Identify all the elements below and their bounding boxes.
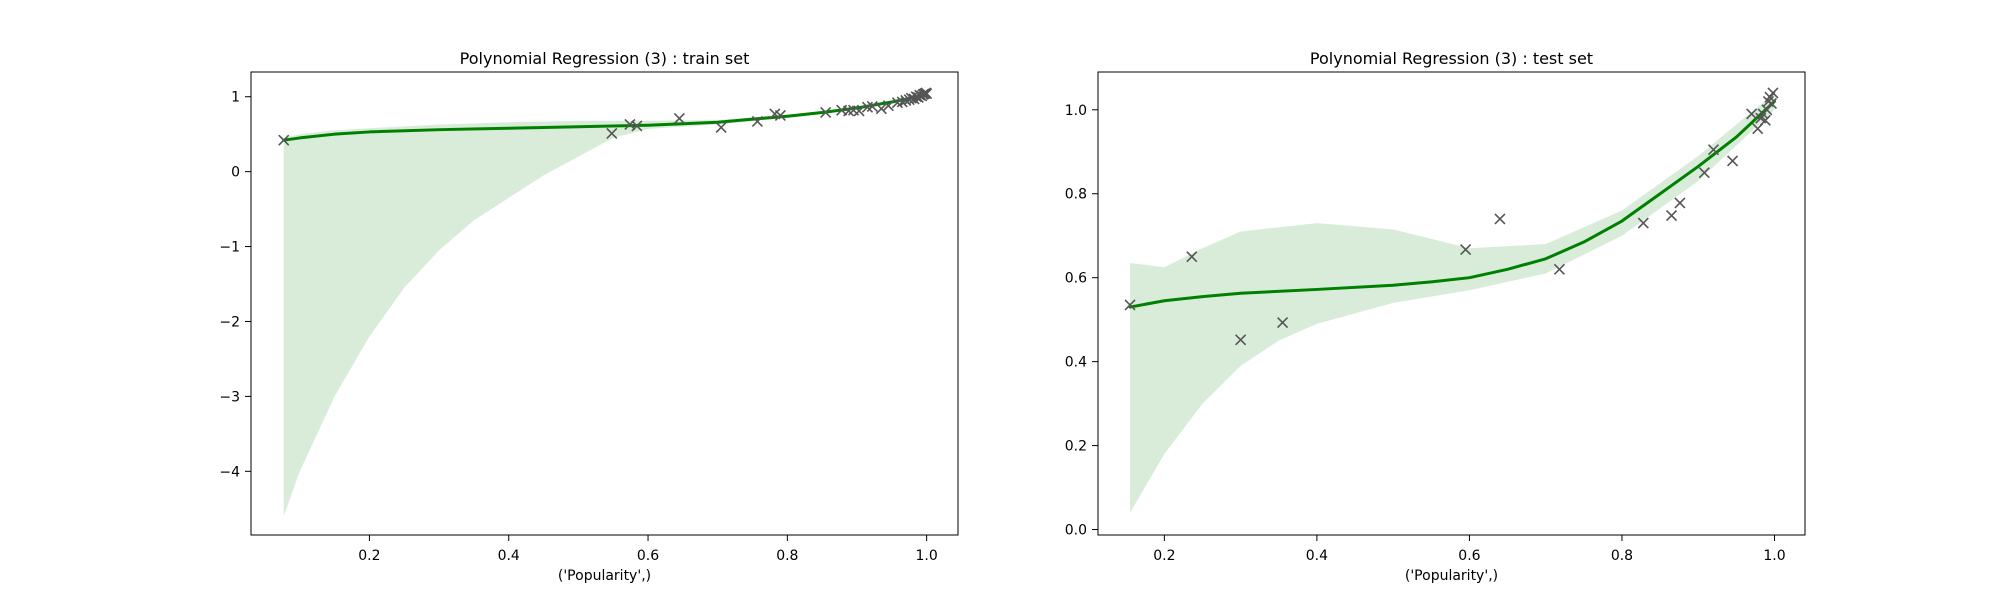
chart-0-x-tick-label-4: 1.0 [916, 548, 938, 564]
chart-0-axes-frame [250, 71, 959, 536]
chart-1-data-point-21 [1765, 97, 1778, 110]
chart-1-x-tick-label-3: 0.8 [1611, 548, 1633, 564]
chart-0-data-point-4 [673, 112, 685, 125]
chart-1-data-point-9 [1674, 197, 1686, 209]
chart-1-data-point-7 [1637, 217, 1649, 229]
chart-1-x-tick-label-2: 0.6 [1458, 548, 1480, 564]
chart-0-x-tick-label-3: 0.8 [776, 548, 798, 564]
chart-0-x-tick-label-2: 0.6 [637, 548, 659, 564]
chart-1-y-tick-label-0: 0.0 [1065, 523, 1087, 539]
chart-0-data-point-19 [896, 96, 908, 108]
chart-0-data-point-3 [631, 120, 643, 132]
chart-0-data-point-0 [278, 134, 290, 146]
chart-1-y-tick-label-5: 1.0 [1065, 103, 1087, 119]
chart-1-data-point-10 [1698, 167, 1710, 179]
chart-0-y-tick-label-5: 1 [231, 90, 240, 106]
chart-1-panel: 0.2 0.4 0.6 0.8 1.0 0.0 0.2 0.4 0.6 0.8 1.0 Polynom… [1065, 49, 1806, 584]
chart-1-y-tick-label-4: 0.8 [1065, 187, 1087, 203]
chart-0-data-point-1 [606, 127, 618, 139]
chart-1-confidence-band [1130, 92, 1775, 513]
chart-1-data-point-17 [1759, 114, 1771, 126]
chart-0-data-point-2 [624, 118, 636, 131]
chart-0-y-tick-label-4: 0 [231, 165, 240, 181]
chart-0-y-tick-label-1: −3 [219, 389, 240, 405]
chart-1-data-point-4 [1460, 243, 1472, 256]
chart-1-axes-frame [1097, 71, 1806, 536]
chart-0-x-tick-label-1: 0.4 [498, 548, 520, 564]
chart-0-data-point-9 [820, 106, 832, 119]
chart-1-data-point-5 [1494, 213, 1506, 225]
chart-1-data-point-11 [1707, 144, 1720, 156]
chart-1-x-tick-label-4: 1.0 [1763, 548, 1785, 564]
chart-0-x-axis-label: ('Popularity',) [558, 568, 651, 584]
chart-1-data-point-13 [1746, 108, 1758, 120]
chart-0-panel: 0.2 0.4 0.6 0.8 1.0 −4 −3 −2 −1 0 1 Polynomial Regr… [219, 49, 959, 584]
chart-0-data-point-15 [866, 100, 878, 113]
chart-1-x-tick-label-1: 0.4 [1306, 548, 1328, 564]
chart-1-data-point-8 [1665, 209, 1678, 222]
chart-1-x-axis-label: ('Popularity',) [1405, 568, 1498, 584]
chart-1-title: Polynomial Regression (3) : test set [1310, 49, 1593, 68]
chart-1-y-tick-label-1: 0.2 [1065, 439, 1087, 455]
chart-0-title: Polynomial Regression (3) : train set [460, 49, 750, 68]
chart-1-data-point-22 [1767, 87, 1779, 99]
chart-1-data-point-12 [1726, 155, 1739, 167]
chart-0-data-point-8 [774, 109, 786, 122]
chart-0-data-point-31 [921, 88, 933, 100]
chart-0-data-point-16 [875, 103, 887, 115]
chart-0-y-tick-label-0: −4 [219, 464, 240, 480]
chart-1-fit-line [1128, 99, 1776, 309]
chart-0-data-point-17 [882, 100, 894, 112]
chart-1-data-point-1 [1186, 251, 1198, 263]
chart-1-data-point-0 [1124, 299, 1136, 311]
chart-1-plot-area [1124, 87, 1779, 513]
chart-1-y-tick-label-3: 0.6 [1065, 271, 1087, 287]
chart-1-x-tick-label-0: 0.2 [1153, 548, 1175, 564]
chart-0-x-tick-label-0: 0.2 [358, 548, 380, 564]
chart-0-data-point-6 [751, 115, 763, 128]
chart-1-y-tick-label-2: 0.4 [1065, 355, 1087, 371]
chart-0-data-point-13 [853, 105, 865, 117]
chart-1-data-point-2 [1235, 334, 1247, 346]
chart-0-y-tick-label-2: −2 [219, 314, 240, 330]
charts-root: 0.2 0.4 0.6 0.8 1.0 −4 −3 −2 −1 0 1 Polynomial Regr… [219, 49, 1806, 584]
chart-0-y-tick-label-3: −1 [219, 240, 240, 256]
chart-0-data-point-5 [715, 121, 727, 134]
chart-1-data-point-3 [1277, 317, 1289, 329]
chart-0-confidence-band [283, 93, 927, 517]
chart-0-plot-area [278, 87, 933, 517]
chart-1-data-point-6 [1553, 263, 1565, 275]
